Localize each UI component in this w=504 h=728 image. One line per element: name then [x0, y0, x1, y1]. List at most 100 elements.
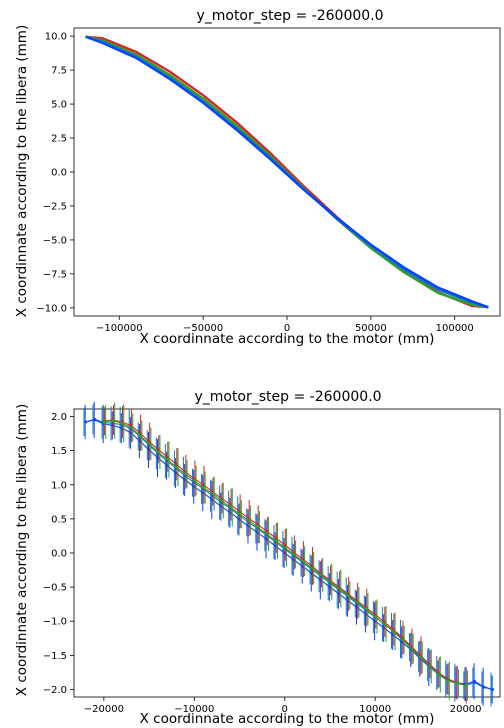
x-tick-label: 10000: [359, 704, 391, 715]
y-tick-label: −0.5: [43, 583, 67, 594]
x-tick-label: 0: [284, 323, 290, 334]
series-line: [85, 35, 489, 309]
data-point: [220, 497, 223, 500]
data-point: [156, 450, 160, 454]
y-tick-label: 1.5: [51, 446, 67, 457]
data-point: [265, 532, 268, 536]
y-tick-label: 5.0: [51, 100, 67, 111]
y-tick-label: −10.0: [36, 303, 67, 314]
x-tick-label: −20000: [84, 704, 124, 715]
y-tick-label: 7.5: [51, 66, 67, 77]
chart-2-xlabel: X coordinnate according to the motor (mm…: [140, 711, 435, 727]
data-point: [283, 543, 287, 547]
data-point: [165, 455, 169, 459]
y-tick-label: 1.0: [51, 480, 67, 491]
data-point: [84, 420, 88, 424]
data-point: [464, 684, 467, 687]
data-point: [211, 490, 214, 493]
data-point: [247, 518, 250, 522]
data-point: [410, 647, 413, 650]
data-point: [256, 523, 259, 526]
y-tick-label: 2.0: [51, 412, 67, 423]
y-tick-label: 2.5: [51, 134, 67, 145]
data-point: [292, 551, 296, 554]
data-point: [229, 505, 232, 509]
data-point: [292, 553, 296, 556]
data-point: [256, 525, 259, 529]
data-point: [401, 636, 404, 639]
y-tick-label: −2.5: [43, 201, 67, 212]
data-point: [328, 580, 332, 583]
series-line: [85, 35, 489, 309]
data-point: [283, 546, 287, 549]
data-point: [274, 536, 277, 540]
data-point: [446, 679, 449, 682]
data-point: [247, 516, 250, 520]
chart-2-plot-area: −20000 −10000 0 10000 20000 2.0 1.5 1.0 0.5 0.0 −0…: [43, 401, 501, 715]
y-tick-label: 0.5: [51, 514, 67, 525]
y-tick-label: 0.0: [51, 549, 67, 560]
data-point: [401, 638, 404, 641]
data-point: [437, 673, 440, 676]
x-tick-label: 20000: [450, 704, 482, 715]
y-tick-label: −1.0: [43, 617, 67, 628]
data-point: [211, 492, 214, 495]
x-tick-label: −100000: [96, 323, 143, 334]
chart-2-ylabel: X coordinnate according to the libera (m…: [14, 404, 30, 696]
data-point: [174, 465, 178, 469]
y-tick-label: −5.0: [43, 235, 67, 246]
series-line: [85, 418, 493, 691]
data-point: [310, 564, 314, 568]
data-point: [373, 615, 377, 618]
data-point: [274, 539, 277, 543]
y-tick-label: −7.5: [43, 269, 67, 280]
data-point: [202, 483, 205, 487]
data-point: [138, 431, 142, 435]
data-point: [202, 486, 205, 489]
x-tick-label: −10000: [174, 704, 214, 715]
data-point: [265, 529, 268, 533]
data-point: [491, 688, 495, 691]
data-point: [346, 594, 350, 597]
data-point: [301, 557, 305, 561]
data-point: [238, 510, 241, 513]
data-point: [482, 685, 486, 689]
data-point: [301, 559, 305, 563]
data-point: [192, 479, 196, 482]
data-point: [147, 440, 151, 444]
data-point: [102, 420, 106, 424]
data-point: [337, 587, 341, 590]
data-point: [147, 442, 151, 446]
data-point: [129, 424, 133, 427]
data-point: [355, 600, 359, 604]
data-point: [319, 573, 323, 577]
x-tick-label: 50000: [355, 323, 387, 334]
data-point: [138, 434, 142, 437]
y-tick-label: 10.0: [45, 32, 67, 43]
data-point: [156, 447, 160, 451]
x-tick-label: 0: [282, 704, 288, 715]
chart-1-plot-area: −100000 −50000 0 50000 100000 10.0 7.5 5.0 2.5 0.…: [36, 27, 501, 334]
x-tick-label: 100000: [436, 323, 474, 334]
chart-1-xlabel: X coordinnate according to the motor (mm…: [140, 331, 435, 347]
data-point: [373, 613, 377, 616]
y-tick-label: −2.0: [43, 685, 67, 696]
data-point: [192, 477, 196, 480]
chart-1-ylabel: X coordinnate according to the libera (m…: [14, 25, 30, 317]
data-point: [129, 426, 133, 429]
data-point: [220, 499, 223, 502]
data-point: [473, 680, 476, 683]
y-tick-label: −1.5: [43, 651, 67, 662]
chart-1-title: y_motor_step = -260000.0: [196, 8, 383, 24]
data-point: [183, 470, 187, 474]
chart-2-title: y_motor_step = -260000.0: [194, 389, 381, 405]
data-point: [364, 607, 368, 611]
data-point: [174, 462, 178, 466]
data-point: [455, 682, 458, 685]
data-point: [391, 628, 395, 631]
data-point: [382, 620, 386, 624]
data-point: [93, 418, 97, 422]
data-point: [391, 630, 395, 633]
data-point: [120, 422, 124, 425]
